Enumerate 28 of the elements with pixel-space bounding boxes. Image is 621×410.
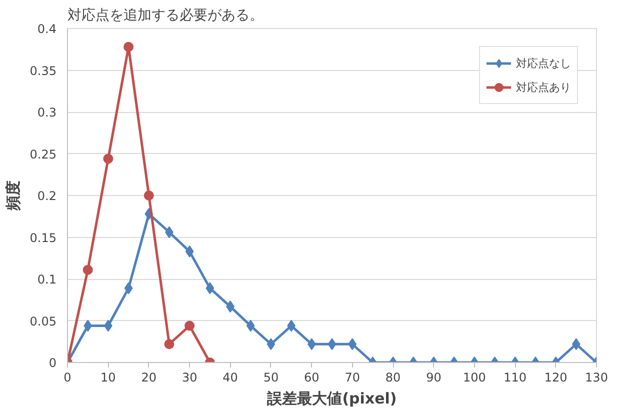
y-tick-label: 0.05 [30, 314, 56, 328]
x-tick-label: 80 [385, 370, 401, 384]
x-tick-label: 20 [141, 370, 157, 384]
y-tick-label: 0.25 [30, 147, 56, 162]
y-tick-label: 0.4 [37, 22, 57, 36]
x-tick-label: 30 [182, 370, 198, 384]
x-tick-label: 100 [462, 370, 486, 384]
y-tick-label: 0 [48, 356, 57, 370]
x-tick-label: 110 [504, 370, 527, 384]
x-tick-label: 120 [544, 370, 568, 384]
x-tick-label: 40 [222, 370, 238, 384]
x-tick-label: 90 [426, 370, 442, 384]
y-tick-label: 0.35 [30, 64, 56, 78]
y-tick-label: 0.15 [30, 230, 56, 245]
x-tick-label: 50 [263, 370, 279, 384]
x-tick-label: 60 [304, 370, 320, 384]
y-tick-label: 0.2 [37, 189, 57, 203]
y-tick-label: 0.3 [37, 106, 57, 120]
x-tick-label: 0 [64, 370, 72, 384]
legend-label: 対応点あり [516, 80, 571, 94]
y-tick-label: 0.1 [37, 272, 57, 286]
y-axis-title: 頻度 [4, 180, 22, 212]
x-tick-label: 130 [585, 370, 608, 384]
x-tick-label: 70 [344, 370, 360, 384]
legend-label: 対応点なし [516, 56, 571, 70]
x-tick-label: 10 [100, 370, 116, 384]
x-axis-title: 誤差最大値(pixel) [266, 390, 397, 408]
text: 対応点を追加する必要がある。 [68, 8, 264, 24]
